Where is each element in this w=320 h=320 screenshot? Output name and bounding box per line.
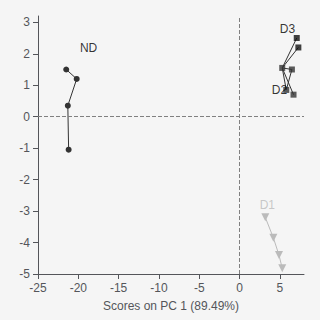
svg-text:0: 0 [23,110,30,124]
svg-text:-2: -2 [19,173,30,187]
svg-text:-15: -15 [110,281,128,295]
svg-text:-3: -3 [19,204,30,218]
svg-text:-1: -1 [19,141,30,155]
svg-text:5: 5 [276,281,283,295]
svg-text:D3: D3 [280,22,296,36]
svg-text:3: 3 [23,15,30,29]
svg-text:-5: -5 [194,281,205,295]
svg-text:D2: D2 [272,83,288,97]
svg-text:2: 2 [23,47,30,61]
svg-text:-5: -5 [19,267,30,281]
svg-text:Scores on PC 1 (89.49%): Scores on PC 1 (89.49%) [103,299,239,313]
svg-text:-4: -4 [19,236,30,250]
svg-text:-10: -10 [150,281,168,295]
svg-text:1: 1 [23,78,30,92]
svg-text:-20: -20 [70,281,88,295]
svg-text:0: 0 [236,281,243,295]
svg-text:-25: -25 [29,281,47,295]
svg-text:D1: D1 [260,198,276,212]
svg-text:ND: ND [80,41,98,55]
